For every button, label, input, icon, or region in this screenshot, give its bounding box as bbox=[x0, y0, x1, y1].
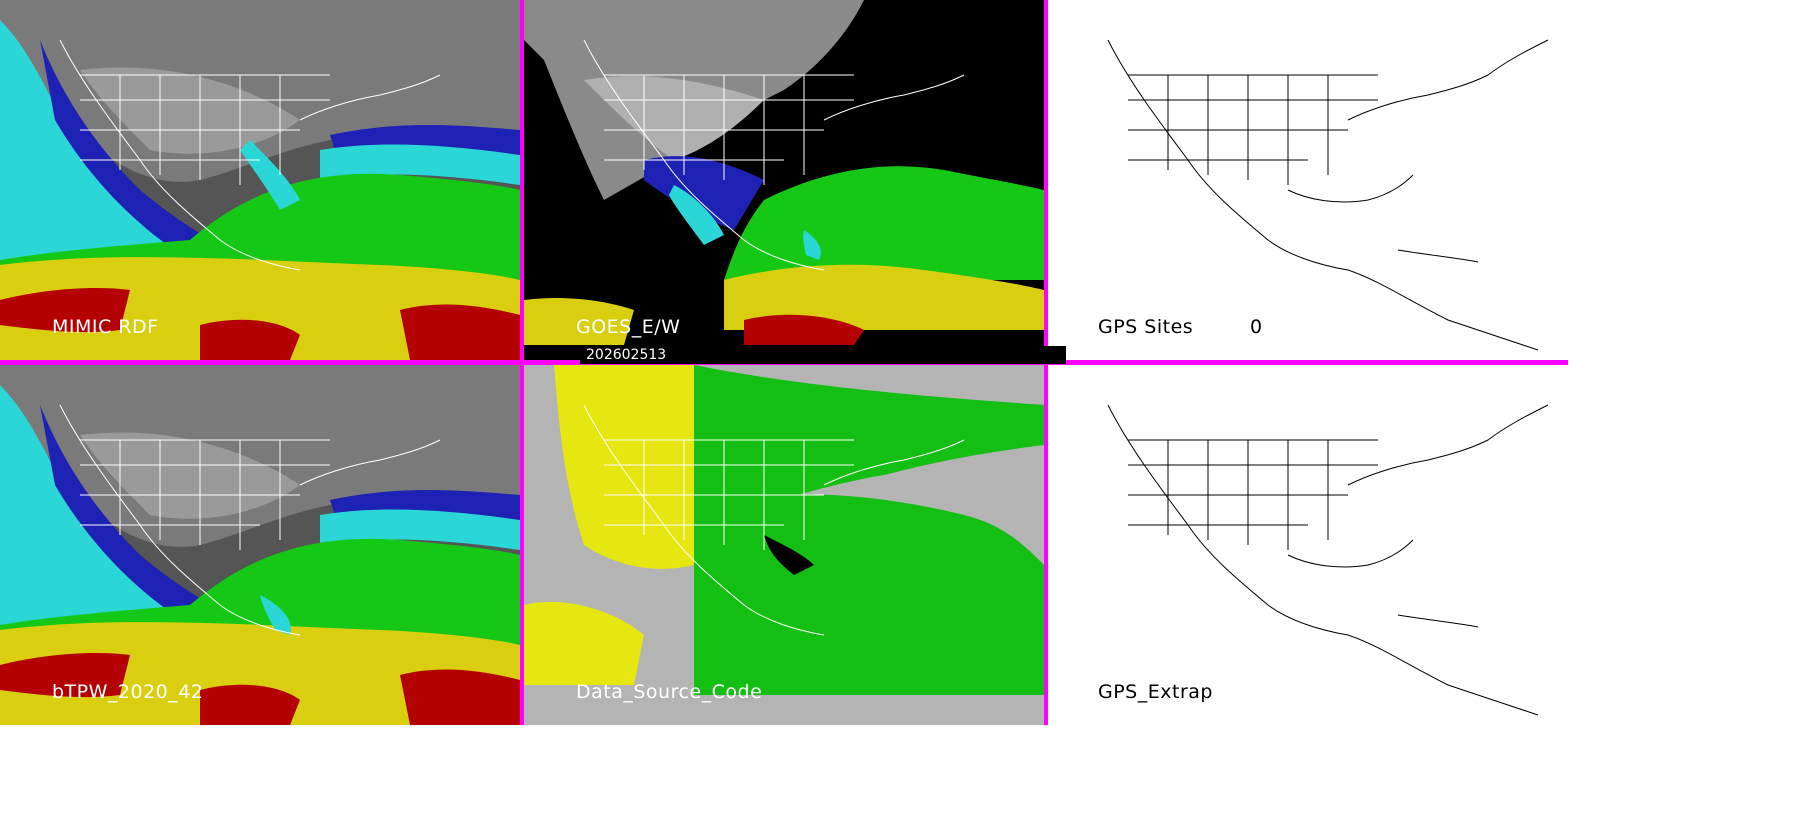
data-source-panel[interactable]: Data_Source_Code bbox=[524, 365, 1044, 725]
goes-label: GOES_E/W bbox=[576, 316, 681, 338]
gps-extrap-panel[interactable]: GPS_Extrap bbox=[1048, 365, 1568, 725]
mimic-rdf-panel[interactable]: MIMIC RDF bbox=[0, 0, 520, 360]
gps-extrap-label: GPS_Extrap bbox=[1098, 681, 1213, 703]
blended-tpw-map bbox=[0, 365, 520, 725]
goes-panel[interactable]: GOES_E/W bbox=[524, 0, 1044, 360]
timestamp-bar: 202602513 bbox=[580, 346, 1066, 364]
gps-sites-count: 0 bbox=[1250, 316, 1263, 338]
mimic-tpw-map bbox=[0, 0, 520, 360]
blended-tpw-panel[interactable]: bTPW_2020_42 bbox=[0, 365, 520, 725]
gps-sites-panel[interactable]: GPS Sites 0 bbox=[1048, 0, 1568, 360]
gps-sites-map bbox=[1107, 39, 1549, 351]
gps-sites-label: GPS Sites bbox=[1098, 316, 1194, 338]
mimic-label: MIMIC RDF bbox=[52, 316, 159, 338]
state-borders bbox=[583, 404, 965, 636]
state-borders bbox=[583, 39, 965, 271]
blended-tpw-label: bTPW_2020_42 bbox=[52, 681, 204, 703]
outline-map bbox=[1107, 39, 1549, 351]
state-borders bbox=[59, 39, 441, 271]
data-source-map bbox=[524, 365, 1044, 725]
outline-map bbox=[1107, 404, 1549, 716]
state-borders bbox=[59, 404, 441, 636]
gps-extrap-map bbox=[1107, 404, 1549, 716]
tpw-mosaic: MIMIC RDF GOES_E/W bbox=[0, 0, 1568, 725]
data-source-label: Data_Source_Code bbox=[576, 681, 763, 703]
goes-tpw-map bbox=[524, 0, 1044, 360]
